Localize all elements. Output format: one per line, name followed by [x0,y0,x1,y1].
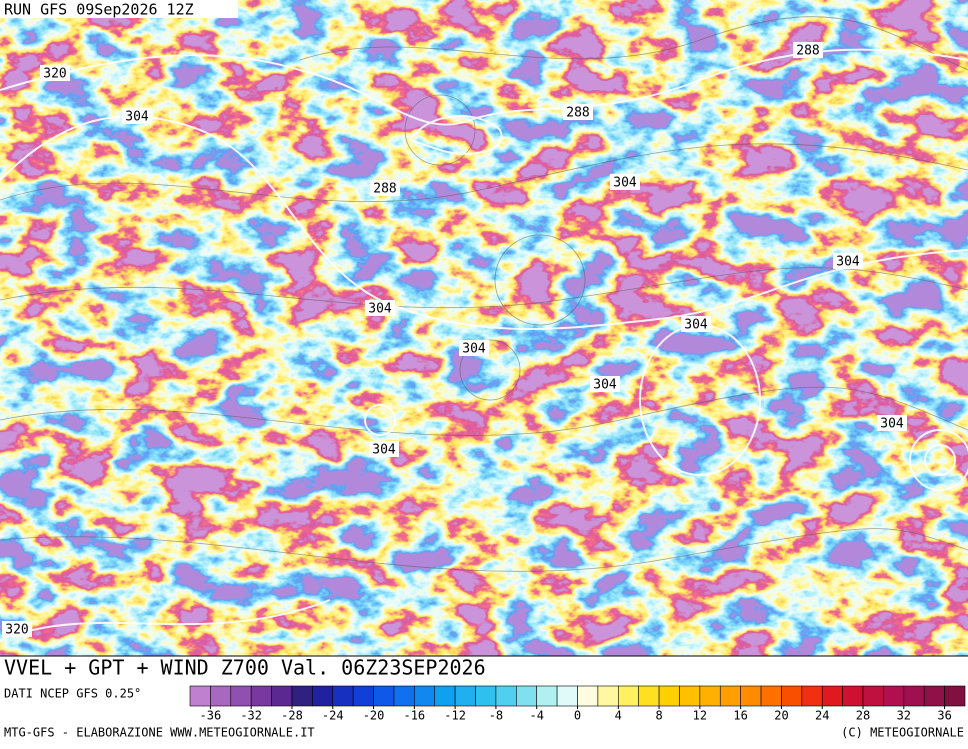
colorbar-bin [189,685,211,707]
contour-label: 304 [372,443,396,458]
colorbar-tick-label: 20 [774,709,788,723]
colorbar-bin [923,685,945,707]
colorbar-bin [495,685,517,707]
colorbar-bin [352,685,374,707]
colorbar-bin [516,685,538,707]
colorbar-tick-label: -24 [322,709,344,723]
colorbar-bin [250,685,272,707]
colorbar-bin [638,685,660,707]
colorbar-bin [312,685,334,707]
colorbar-tick-label: 36 [937,709,951,723]
contour-label-bg [793,42,823,58]
contour-label-bg [370,180,400,196]
colorbar-bin [903,685,925,707]
colorbar-bin [842,685,864,707]
colorbar-bin [699,685,721,707]
colorbar-bin [883,685,905,707]
contour-label-bg [877,415,907,431]
colorbar-bin [862,685,884,707]
contour-label-bg [365,300,395,316]
contour-label: 304 [880,417,904,432]
colorbar-tick-label: 24 [815,709,829,723]
colorbar-bin [801,685,823,707]
colorbar-tick-label: -16 [403,709,425,723]
colorbar-tick-label: -12 [444,709,466,723]
colorbar-bin [617,685,639,707]
colorbar-tick-label: 32 [897,709,911,723]
source-label: DATI NCEP GFS 0.25° [4,687,141,701]
colorbar-bin [577,685,599,707]
colorbar-bin [210,685,232,707]
colorbar-tick-label: 0 [574,709,581,723]
credit-label: MTG-GFS - ELABORAZIONE WWW.METEOGIORNALE… [4,726,315,740]
contour-label: 304 [613,176,637,191]
colorbar-bin [373,685,395,707]
contour-label: 304 [368,302,392,317]
copyright-label: (C) METEOGIORNALE [841,726,964,740]
colorbar-bin [719,685,741,707]
colorbar-tick-label: -4 [529,709,543,723]
colorbar-bin [597,685,619,707]
contour-label: 288 [566,106,589,121]
colorbar-tick-label: 16 [733,709,747,723]
contour-label-bg [40,65,70,81]
header-box [0,0,238,18]
colorbar-tick-label: 28 [856,709,870,723]
colorbar-tick-label: 8 [655,709,662,723]
contour-label: 304 [462,342,486,357]
contour-label-bg [369,441,399,457]
colorbar-bin [332,685,354,707]
colorbar-bin [434,685,456,707]
colorbar: -36 -32 -28 -24 -20 -16 -12 -8 -4 0 4 8 12 16 20 24 28 32… [189,685,966,723]
contour-label: 304 [684,318,708,333]
colorbar-bin [414,685,436,707]
colorbar-tick-label: 12 [693,709,707,723]
run-label: RUN GFS 09Sep2026 12Z [4,1,194,19]
contour-label-bg [833,253,863,269]
contour-label: 304 [593,378,617,393]
colorbar-tick-label: -32 [240,709,262,723]
contour-label: 288 [373,182,396,197]
colorbar-bin [230,685,252,707]
contour-label: 304 [836,255,860,270]
colorbar-bin [821,685,843,707]
colorbar-bin [291,685,313,707]
colorbar-bin [393,685,415,707]
contour-label-bg [459,340,489,356]
contour-label-bg [681,316,711,332]
colorbar-bin [454,685,476,707]
contour-label: 304 [125,110,149,125]
colorbar-bin [271,685,293,707]
colorbar-bin [658,685,680,707]
contour-labels: 320 304 288 288 304 288 304 304 304 304 304 304 304 3… [2,42,907,638]
colorbar-tick-label: 4 [615,709,622,723]
colorbar-bin [760,685,782,707]
colorbar-bin [740,685,762,707]
colorbar-bin [556,685,578,707]
map-title: VVEL + GPT + WIND Z700 Val. 06Z23SEP2026 [4,656,486,680]
colorbar-bin [944,685,966,707]
colorbar-tick-label: -20 [363,709,385,723]
contour-label: 320 [43,67,66,82]
colorbar-bin [536,685,558,707]
streamlines [0,16,968,572]
colorbar-tick-label: -8 [489,709,503,723]
colorbar-tick-label: -36 [200,709,222,723]
contour-label-bg [122,108,152,124]
contour-label: 320 [5,623,28,638]
contour-label-bg [563,104,593,120]
colorbar-bin [679,685,701,707]
colorbar-tick-label: -28 [281,709,303,723]
contour-label-bg [2,621,32,637]
contour-label: 288 [796,44,819,59]
colorbar-bin [475,685,497,707]
contour-label-bg [590,376,620,392]
vertical-velocity-field [0,0,968,656]
colorbar-bin [781,685,803,707]
contour-label-bg [610,174,640,190]
